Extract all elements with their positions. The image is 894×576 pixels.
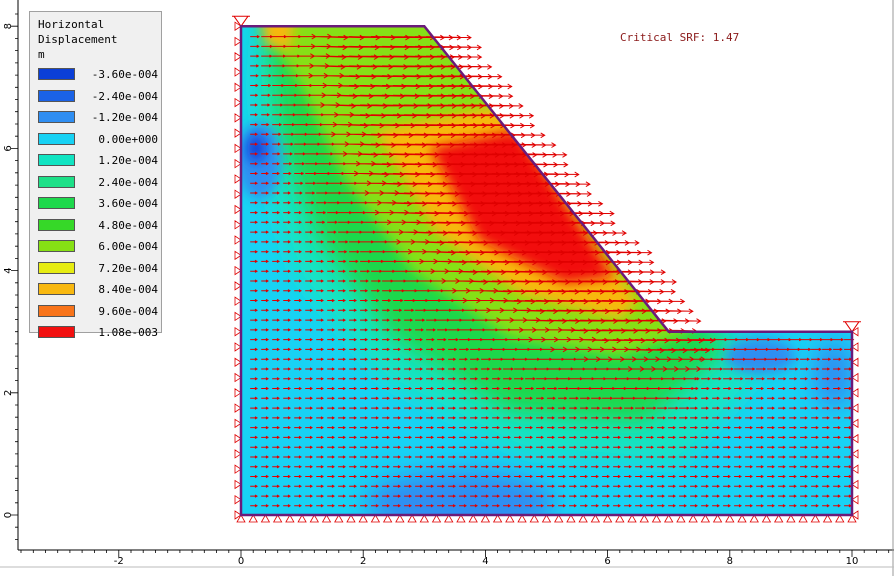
x-tick-label: 8 bbox=[727, 556, 733, 567]
y-tick-label: 0 bbox=[3, 512, 14, 518]
critical-srf-label: Critical SRF: 1.47 bbox=[620, 31, 740, 44]
toe-corner-support bbox=[843, 321, 861, 333]
crest-corner-support bbox=[232, 15, 250, 28]
legend-title-line2: Displacement bbox=[38, 33, 118, 46]
legend-swatch bbox=[38, 68, 75, 80]
legend-swatch bbox=[38, 218, 75, 231]
y-tick-label: 6 bbox=[3, 145, 14, 151]
legend-label: 4.80e-004 bbox=[98, 218, 158, 232]
contour-base-pocket bbox=[365, 470, 556, 515]
x-tick-label: -2 bbox=[114, 556, 124, 567]
contour-crest-strip bbox=[259, 26, 296, 51]
legend-label: 8.40e-004 bbox=[98, 283, 158, 296]
contour-left-core bbox=[247, 134, 266, 163]
legend-label: 0.00e+000 bbox=[98, 132, 158, 146]
contour-toe-pocket bbox=[725, 338, 796, 375]
contour-core bbox=[430, 130, 614, 283]
legend-label: -3.60e-004 bbox=[91, 68, 158, 81]
legend-swatch bbox=[38, 175, 75, 188]
legend: Horizontal Displacement m -3.60e-004 -2.4… bbox=[29, 11, 162, 339]
x-tick-label: 4 bbox=[482, 556, 488, 567]
legend-unit: m bbox=[38, 48, 45, 61]
legend-swatch bbox=[38, 111, 75, 123]
legend-label: 7.20e-004 bbox=[98, 261, 158, 275]
legend-swatch bbox=[38, 261, 75, 274]
y-tick-label: 8 bbox=[3, 23, 14, 29]
legend-swatch bbox=[38, 326, 75, 338]
slope-outline bbox=[239, 24, 854, 517]
boundary-supports bbox=[232, 15, 861, 523]
legend-swatch bbox=[38, 240, 75, 252]
legend-swatch bbox=[38, 283, 75, 295]
contour-right-pocket bbox=[813, 340, 852, 409]
legend-label: 9.60e-004 bbox=[98, 304, 158, 318]
legend-label: 6.00e-004 bbox=[98, 240, 158, 253]
legend-title-line1: Horizontal bbox=[38, 18, 105, 31]
x-tick-label: 10 bbox=[846, 556, 859, 567]
x-tick-label: 0 bbox=[238, 556, 244, 567]
legend-swatch bbox=[38, 132, 75, 145]
legend-swatch bbox=[38, 197, 75, 209]
displacement-arrows bbox=[250, 33, 855, 508]
x-tick-label: 2 bbox=[360, 556, 366, 567]
legend-label: -2.40e-004 bbox=[91, 89, 158, 103]
legend-label: 1.20e-004 bbox=[98, 154, 158, 167]
x-tick-label: 6 bbox=[604, 556, 610, 567]
legend-swatch bbox=[38, 154, 75, 166]
legend-label: -1.20e-004 bbox=[91, 111, 158, 124]
slope-boundary bbox=[239, 24, 854, 517]
axis-ticks bbox=[11, 13, 890, 557]
legend-label: 3.60e-004 bbox=[98, 197, 158, 210]
vector-field-arrows bbox=[250, 33, 855, 508]
y-tick-label: 4 bbox=[3, 267, 14, 273]
y-tick-label: 2 bbox=[3, 390, 14, 396]
legend-label: 2.40e-004 bbox=[98, 175, 158, 189]
legend-swatch bbox=[38, 89, 75, 102]
legend-label: 1.08e-003 bbox=[98, 326, 158, 339]
legend-swatch bbox=[38, 304, 75, 317]
pin-supports bbox=[234, 21, 859, 523]
